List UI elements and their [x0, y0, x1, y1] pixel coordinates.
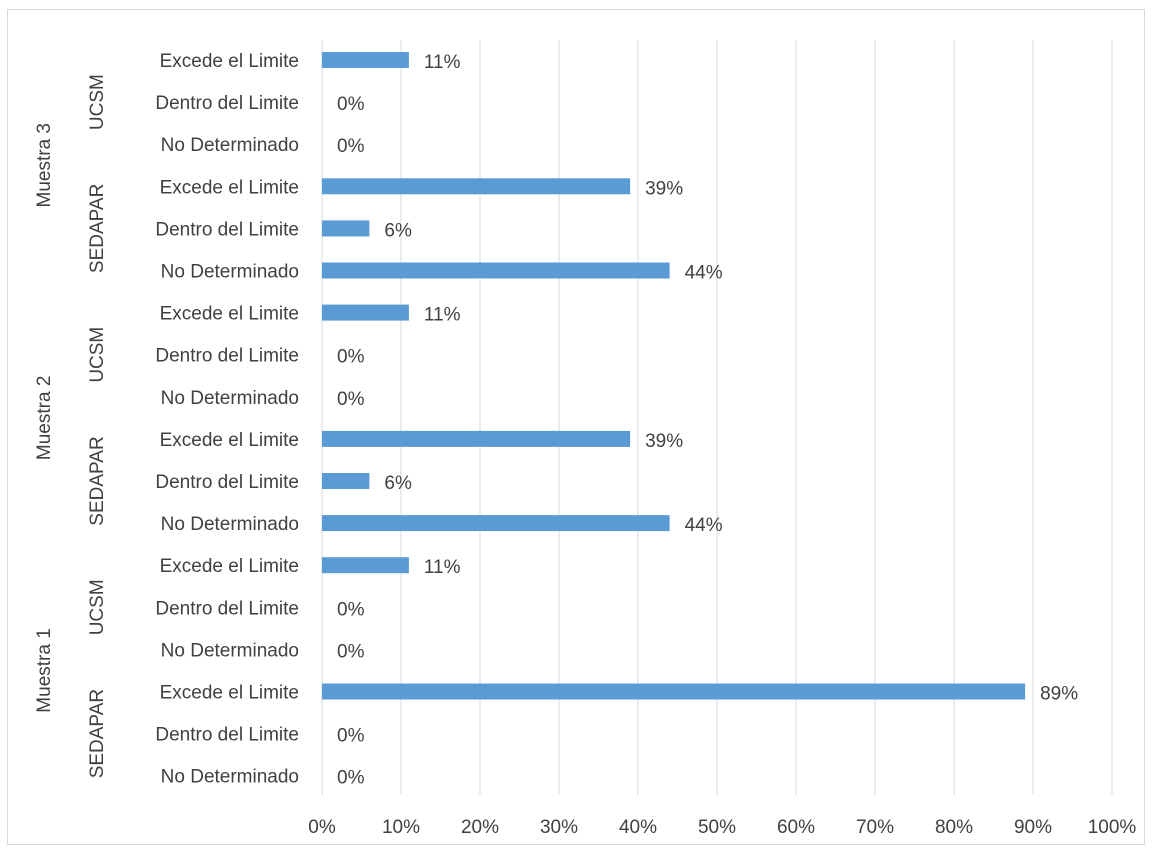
- subgroup-label: UCSM: [87, 327, 108, 383]
- category-label: No Determinado: [161, 640, 299, 661]
- x-tick-label: 20%: [461, 817, 499, 838]
- category-label: Excede el Limite: [160, 430, 299, 451]
- category-label: Dentro del Limite: [155, 472, 299, 493]
- data-label: 6%: [384, 473, 412, 494]
- subgroup-label: SEDAPAR: [87, 436, 108, 525]
- data-label: 0%: [337, 389, 365, 410]
- x-tick-label: 70%: [856, 817, 894, 838]
- x-tick-label: 90%: [1014, 817, 1052, 838]
- category-label: Excede el Limite: [160, 556, 299, 577]
- data-label: 0%: [337, 726, 365, 747]
- category-label: No Determinado: [161, 135, 299, 156]
- category-label: Excede el Limite: [160, 304, 299, 325]
- subgroup-label: UCSM: [87, 579, 108, 635]
- data-label: 11%: [424, 557, 461, 578]
- category-label: No Determinado: [161, 388, 299, 409]
- bar: [322, 515, 670, 532]
- bar: [322, 52, 409, 68]
- category-label: No Determinado: [161, 514, 299, 535]
- data-label: 44%: [685, 263, 723, 284]
- data-label: 39%: [645, 431, 683, 452]
- group-label: Muestra 1: [34, 628, 55, 712]
- group-label: Muestra 2: [34, 376, 55, 460]
- category-label: Dentro del Limite: [155, 93, 299, 114]
- category-label: Dentro del Limite: [155, 346, 299, 367]
- data-label: 11%: [424, 52, 461, 73]
- x-tick-label: 60%: [777, 817, 815, 838]
- data-label: 11%: [424, 305, 461, 326]
- group-label: Muestra 3: [34, 123, 55, 207]
- category-label: No Determinado: [161, 767, 299, 788]
- x-tick-label: 50%: [698, 817, 736, 838]
- data-label: 44%: [685, 515, 723, 536]
- data-label: 0%: [337, 768, 365, 789]
- x-tick-label: 10%: [382, 817, 420, 838]
- bar: [322, 557, 409, 574]
- subgroup-label: UCSM: [87, 74, 108, 130]
- bar: [322, 178, 631, 195]
- x-tick-label: 30%: [540, 817, 578, 838]
- bar: [322, 262, 670, 279]
- bar: [322, 220, 370, 237]
- data-label: 0%: [337, 94, 365, 115]
- x-tick-label: 0%: [308, 817, 336, 838]
- category-label: Dentro del Limite: [155, 725, 299, 746]
- category-label: No Determinado: [161, 262, 299, 283]
- chart-frame: [7, 9, 1145, 845]
- category-label: Dentro del Limite: [155, 598, 299, 619]
- x-tick-label: 40%: [619, 817, 657, 838]
- bar: [322, 683, 1026, 700]
- x-tick-label: 80%: [935, 817, 973, 838]
- data-label: 0%: [337, 136, 365, 157]
- data-label: 6%: [384, 220, 412, 241]
- bar: [322, 304, 409, 321]
- bar: [322, 473, 370, 489]
- category-label: Dentro del Limite: [155, 219, 299, 240]
- category-label: Excede el Limite: [160, 51, 299, 72]
- bar: [322, 430, 631, 447]
- subgroup-label: SEDAPAR: [87, 184, 108, 273]
- data-label: 89%: [1040, 684, 1078, 705]
- data-label: 39%: [645, 178, 683, 199]
- x-tick-label: 100%: [1088, 817, 1137, 838]
- category-label: Excede el Limite: [160, 177, 299, 198]
- data-label: 0%: [337, 347, 365, 368]
- subgroup-label: SEDAPAR: [87, 689, 108, 778]
- data-label: 0%: [337, 599, 365, 620]
- category-label: Excede el Limite: [160, 683, 299, 704]
- data-label: 0%: [337, 641, 365, 662]
